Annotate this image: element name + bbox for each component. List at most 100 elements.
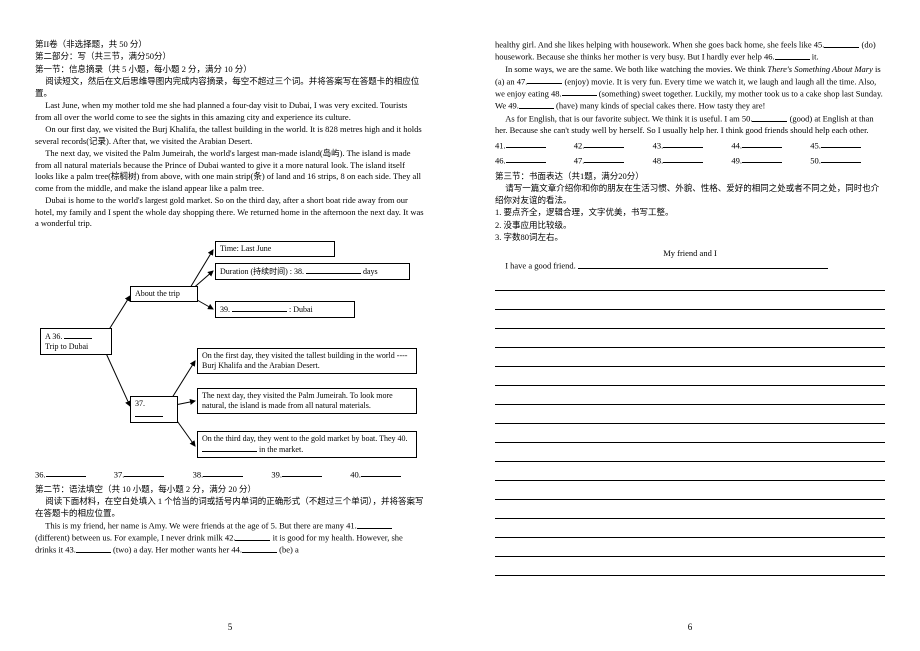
grammar-p1: This is my friend, her name is Amy. We w… [35,520,425,556]
line-40[interactable] [361,469,401,478]
gf3e: (have) many kinds of special cakes there… [556,101,765,111]
q39-label: 39. [220,305,230,314]
line-45[interactable] [821,140,861,149]
duration-post: days [363,267,378,276]
blank-46[interactable] [775,51,810,60]
ans-47: 47. [574,155,585,165]
line-49[interactable] [742,155,782,164]
writing-line[interactable] [495,487,885,500]
writing-line[interactable] [495,411,885,424]
blank-45[interactable] [824,39,859,48]
blank-49[interactable] [519,100,554,109]
place-post: : Dubai [289,305,313,314]
sec2-instr: 阅读下面材料，在空白处填入 1 个恰当的词或括号内单词的正确形式（不超过三个单词… [35,496,425,519]
sec2-heading: 第二节：语法填空（共 10 小题，每小题 2 分，满分 20 分） [35,484,425,495]
gf1a: This is my friend, her name is Amy. We w… [45,521,357,531]
lead-blank[interactable] [578,260,828,269]
writing-line[interactable] [495,373,885,386]
node-place: 39. : Dubai [215,301,355,318]
writing-line[interactable] [495,563,885,576]
grammar-p3: In some ways, we are the same. We both l… [495,64,885,112]
blank-44[interactable] [242,544,277,553]
blank-38[interactable] [306,266,361,274]
req-1: 1. 要点齐全，逻辑合理，文字优美，书写工整。 [495,207,885,218]
node-about: About the trip [130,286,198,302]
writing-line[interactable] [495,392,885,405]
node-duration: Duration (持续时间) : 38. days [215,263,410,280]
writing-line[interactable] [495,449,885,462]
line-41[interactable] [506,140,546,149]
essay-title: My friend and I [495,248,885,259]
blank-43[interactable] [76,544,111,553]
lead-text: I have a good friend. [505,261,576,271]
line-46[interactable] [506,155,546,164]
writing-line[interactable] [495,278,885,291]
grammar-p4: As for English, that is our favorite sub… [495,113,885,137]
writing-line[interactable] [495,297,885,310]
gf2c: it. [812,52,819,62]
writing-line[interactable] [495,316,885,329]
left-box-post: Trip to Dubai [45,342,88,351]
node-left-title: A 36. Trip to Dubai [40,328,112,355]
node-time: Time: Last June [215,241,335,257]
writing-line[interactable] [495,335,885,348]
line-47[interactable] [584,155,624,164]
line-39[interactable] [282,469,322,478]
writing-line[interactable] [495,430,885,443]
writing-line[interactable] [495,468,885,481]
ans-36: 36. [35,469,46,479]
node-day3: On the third day, they went to the gold … [197,431,417,458]
ans-44: 44. [731,140,742,150]
blank-41[interactable] [357,520,392,529]
movie-title: There's Something About Mary [767,64,872,74]
page-number-left: 5 [228,621,233,633]
line-50[interactable] [821,155,861,164]
ans-50: 50. [810,155,821,165]
ans-46: 46. [495,155,506,165]
passage-p3: The next day, we visited the Palm Jumeir… [35,148,425,194]
ans-38: 38. [193,469,204,479]
line-42[interactable] [584,140,624,149]
line-43[interactable] [663,140,703,149]
answers-36-40: 36. 37. 38. 39. 40. [35,469,425,481]
blank-36[interactable] [64,331,92,339]
line-37[interactable] [124,469,164,478]
passage-p4: Dubai is home to the world's largest gol… [35,195,425,229]
ans-41: 41. [495,140,506,150]
req-3: 3. 字数80词左右。 [495,232,885,243]
req-2: 2. 没事应用比较级。 [495,220,885,231]
answers-41-45: 41. 42. 43. 44. 45. [495,140,885,152]
blank-50[interactable] [752,113,787,122]
writing-line[interactable] [495,544,885,557]
grammar-p2: healthy girl. And she likes helping with… [495,39,885,63]
writing-line[interactable] [495,506,885,519]
page-number-right: 6 [688,621,693,633]
line-48[interactable] [663,155,703,164]
ans-48: 48. [653,155,664,165]
gf3a: In some ways, we are the same. We both l… [505,64,767,74]
blank-48[interactable] [562,88,597,97]
mindmap-diagram: Time: Last June Duration (持续时间) : 38. da… [35,236,425,466]
gf1b: (different) between us. For example, I n… [35,533,235,543]
line-38[interactable] [203,469,243,478]
blank-47[interactable] [527,76,562,85]
page-left: 第II卷（非选择题，共 50 分） 第二部分：写（共三节，满分50分） 第一节：… [0,0,460,651]
node-day2: The next day, they visited the Palm Jume… [197,388,417,414]
line-44[interactable] [742,140,782,149]
blank-39[interactable] [232,304,287,312]
node-day1: On the first day, they visited the talle… [197,348,417,374]
gf2a: healthy girl. And she likes helping with… [495,40,824,50]
blank-40[interactable] [202,444,257,452]
gf1d: (two) a day. Her mother wants her 44. [113,545,242,555]
blank-37[interactable] [135,409,163,417]
ans-39: 39. [271,469,282,479]
writing-line[interactable] [495,354,885,367]
sec3-instr: 请写一篇文章介绍你和你的朋友在生活习惯、外貌、性格、爱好的相同之处或者不同之处，… [495,183,885,206]
q37-label: 37. [135,399,145,408]
ans-40: 40. [350,469,361,479]
line-36[interactable] [46,469,86,478]
ans-49: 49. [731,155,742,165]
blank-42[interactable] [235,532,270,541]
writing-line[interactable] [495,525,885,538]
ans-43: 43. [653,140,664,150]
